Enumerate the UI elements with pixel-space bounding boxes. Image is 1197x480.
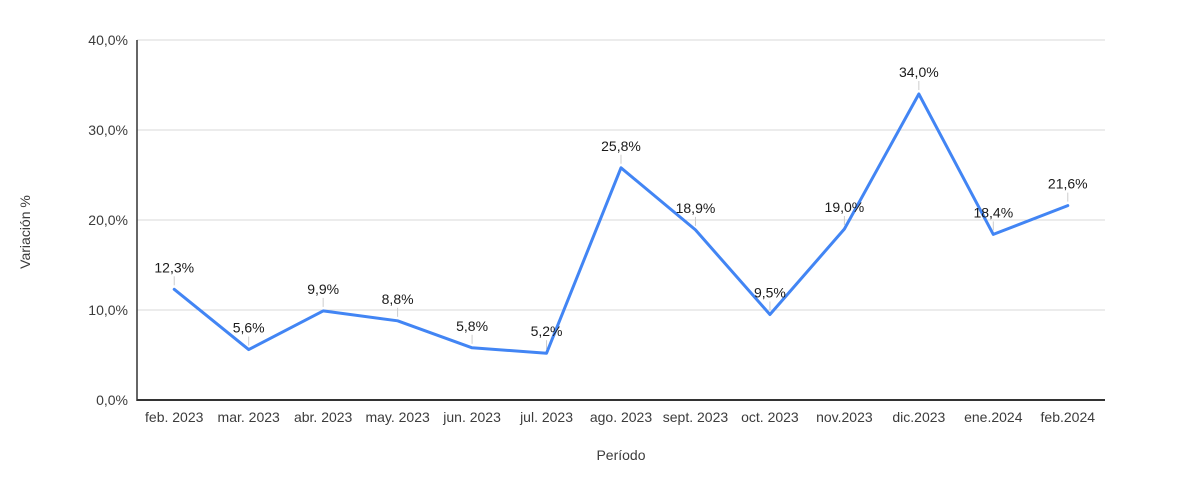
y-tick-label: 10,0%: [88, 302, 128, 318]
data-point-label: 34,0%: [899, 64, 939, 80]
x-tick-label: jul. 2023: [519, 409, 573, 425]
x-tick-label: abr. 2023: [294, 409, 353, 425]
y-axis-title: Variación %: [17, 195, 33, 269]
x-axis-title: Período: [596, 447, 645, 463]
data-point-label: 18,9%: [676, 200, 716, 216]
data-point-label: 25,8%: [601, 138, 641, 154]
data-point-label: 5,8%: [456, 318, 488, 334]
x-tick-label: may. 2023: [365, 409, 430, 425]
x-tick-label: ene.2024: [964, 409, 1023, 425]
y-tick-label: 0,0%: [96, 392, 128, 408]
y-tick-label: 20,0%: [88, 212, 128, 228]
series-line: [172, 92, 1070, 355]
y-tick-label: 30,0%: [88, 122, 128, 138]
x-tick-label: mar. 2023: [218, 409, 280, 425]
data-point-label: 9,5%: [754, 285, 786, 301]
data-point-label: 12,3%: [154, 259, 194, 275]
x-tick-label: sept. 2023: [663, 409, 729, 425]
data-point-label: 9,9%: [307, 281, 339, 297]
x-tick-label: nov.2023: [816, 409, 873, 425]
x-tick-label: feb.2024: [1041, 409, 1096, 425]
x-tick-label: feb. 2023: [145, 409, 204, 425]
x-tick-label: ago. 2023: [590, 409, 652, 425]
chart-plot-area: 0,0% 10,0% 20,0% 30,0% 40,0% feb. 2023 mar. 20…: [88, 32, 1105, 425]
data-point-label: 5,6%: [233, 320, 265, 336]
x-tick-label: dic.2023: [892, 409, 945, 425]
data-point-label: 8,8%: [382, 291, 414, 307]
data-point-label: 18,4%: [973, 204, 1013, 220]
y-tick-label: 40,0%: [88, 32, 128, 48]
x-tick-label: jun. 2023: [442, 409, 501, 425]
data-point-label: 19,0%: [825, 199, 865, 215]
data-point-label: 21,6%: [1048, 176, 1088, 192]
data-point-label: 5,2%: [531, 323, 563, 339]
x-tick-label: oct. 2023: [741, 409, 799, 425]
